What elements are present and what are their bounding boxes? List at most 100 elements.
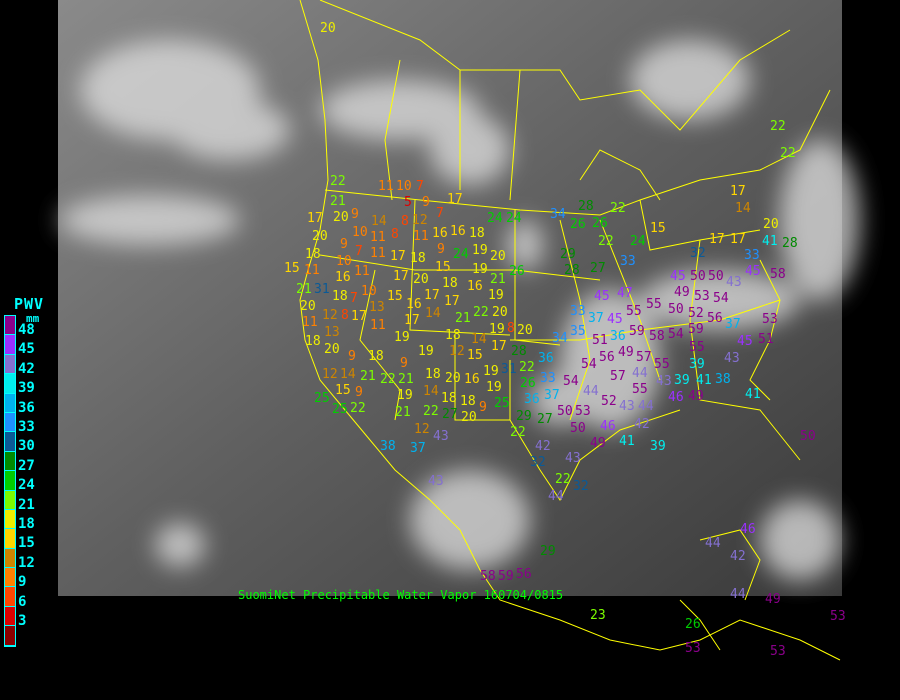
station-pwv-value: 20 (492, 305, 508, 320)
station-pwv-value: 31 (501, 362, 517, 377)
legend-tick: 21 (18, 496, 35, 513)
station-pwv-value: 7 (436, 206, 444, 221)
station-pwv-value: 26 (685, 617, 701, 632)
station-pwv-value: 10 (396, 179, 412, 194)
station-pwv-value: 55 (646, 297, 662, 312)
station-pwv-value: 16 (467, 279, 483, 294)
station-pwv-value: 49 (688, 389, 704, 404)
station-pwv-value: 17 (351, 309, 367, 324)
station-pwv-value: 33 (540, 371, 556, 386)
station-pwv-value: 22 (330, 174, 346, 189)
station-pwv-value: 59 (629, 324, 645, 339)
station-pwv-value: 45 (737, 334, 753, 349)
station-pwv-value: 24 (630, 234, 646, 249)
station-pwv-value: 10 (352, 225, 368, 240)
station-pwv-value: 49 (618, 345, 634, 360)
station-pwv-value: 33 (620, 254, 636, 269)
station-pwv-value: 53 (685, 641, 701, 656)
station-pwv-value: 11 (370, 230, 386, 245)
station-pwv-value: 18 (410, 251, 426, 266)
station-pwv-value: 17 (709, 232, 725, 247)
station-pwv-value: 42 (730, 549, 746, 564)
station-pwv-value: 9 (479, 400, 487, 415)
station-pwv-value: 14 (471, 332, 487, 347)
station-pwv-value: 9 (355, 385, 363, 400)
legend-swatch (5, 451, 15, 472)
station-pwv-value: 16 (432, 226, 448, 241)
station-pwv-value: 26 (509, 264, 525, 279)
station-pwv-value: 32 (690, 246, 706, 261)
station-pwv-value: 41 (619, 434, 635, 449)
legend-swatch (5, 587, 15, 607)
station-pwv-value: 14 (423, 384, 439, 399)
legend-swatch (5, 412, 15, 433)
station-pwv-value: 32 (573, 479, 589, 494)
station-pwv-value: 11 (413, 229, 429, 244)
station-pwv-value: 55 (689, 340, 705, 355)
station-pwv-value: 17 (491, 339, 507, 354)
station-pwv-value: 52 (688, 306, 704, 321)
station-pwv-value: 18 (442, 276, 458, 291)
station-pwv-value: 56 (516, 567, 532, 582)
station-pwv-value: 17 (404, 313, 420, 328)
station-pwv-value: 58 (649, 329, 665, 344)
station-pwv-value: 59 (688, 322, 704, 337)
station-pwv-value: 53 (762, 312, 778, 327)
station-pwv-value: 46 (668, 390, 684, 405)
station-pwv-value: 19 (489, 322, 505, 337)
legend-swatch (5, 548, 15, 569)
station-pwv-value: 41 (762, 234, 778, 249)
station-pwv-value: 14 (735, 201, 751, 216)
station-pwv-value: 34 (550, 207, 566, 222)
station-pwv-value: 25 (314, 391, 330, 406)
station-pwv-value: 50 (557, 404, 573, 419)
station-pwv-value: 15 (335, 383, 351, 398)
station-pwv-value: 44 (583, 384, 599, 399)
station-pwv-value: 17 (393, 269, 409, 284)
station-pwv-value: 39 (674, 373, 690, 388)
station-pwv-value: 22 (519, 360, 535, 375)
station-pwv-value: 34 (552, 331, 568, 346)
station-pwv-value: 17 (730, 184, 746, 199)
legend-swatch (5, 606, 15, 627)
station-pwv-value: 55 (654, 357, 670, 372)
station-pwv-value: 28 (511, 344, 527, 359)
station-pwv-value: 26 (592, 216, 608, 231)
station-pwv-value: 37 (725, 317, 741, 332)
station-pwv-value: 38 (380, 439, 396, 454)
station-pwv-value: 26 (520, 376, 536, 391)
station-pwv-value: 52 (601, 394, 617, 409)
station-pwv-value: 9 (400, 356, 408, 371)
station-pwv-value: 17 (447, 192, 463, 207)
legend-tick: 3 (18, 613, 27, 629)
legend-tick: 6 (18, 593, 27, 610)
legend-swatch (5, 626, 15, 646)
station-pwv-value: 46 (600, 419, 616, 434)
station-pwv-value: 53 (830, 609, 846, 624)
station-pwv-value: 24 (506, 211, 522, 226)
station-pwv-value: 51 (758, 332, 774, 347)
station-pwv-value: 10 (336, 254, 352, 269)
station-pwv-value: 29 (540, 544, 556, 559)
station-pwv-value: 21 (395, 405, 411, 420)
station-pwv-value: 18 (445, 328, 461, 343)
station-pwv-value: 14 (425, 306, 441, 321)
station-pwv-value: 38 (715, 372, 731, 387)
station-pwv-value: 21 (296, 282, 312, 297)
station-pwv-value: 45 (745, 264, 761, 279)
station-pwv-value: 11 (370, 246, 386, 261)
station-pwv-value: 20 (763, 217, 779, 232)
station-pwv-value: 20 (445, 371, 461, 386)
station-pwv-value: 22 (610, 201, 626, 216)
station-pwv-value: 32 (530, 455, 546, 470)
station-pwv-value: 22 (770, 119, 786, 134)
legend-tick: 15 (18, 535, 35, 552)
legend-swatch (5, 490, 15, 510)
station-pwv-value: 43 (428, 474, 444, 489)
caption-timestamp: 160704/0815 (483, 588, 564, 602)
station-pwv-value: 9 (437, 242, 445, 257)
station-pwv-value: 13 (369, 300, 385, 315)
station-pwv-value: 19 (486, 380, 502, 395)
legend-swatch (5, 335, 15, 355)
